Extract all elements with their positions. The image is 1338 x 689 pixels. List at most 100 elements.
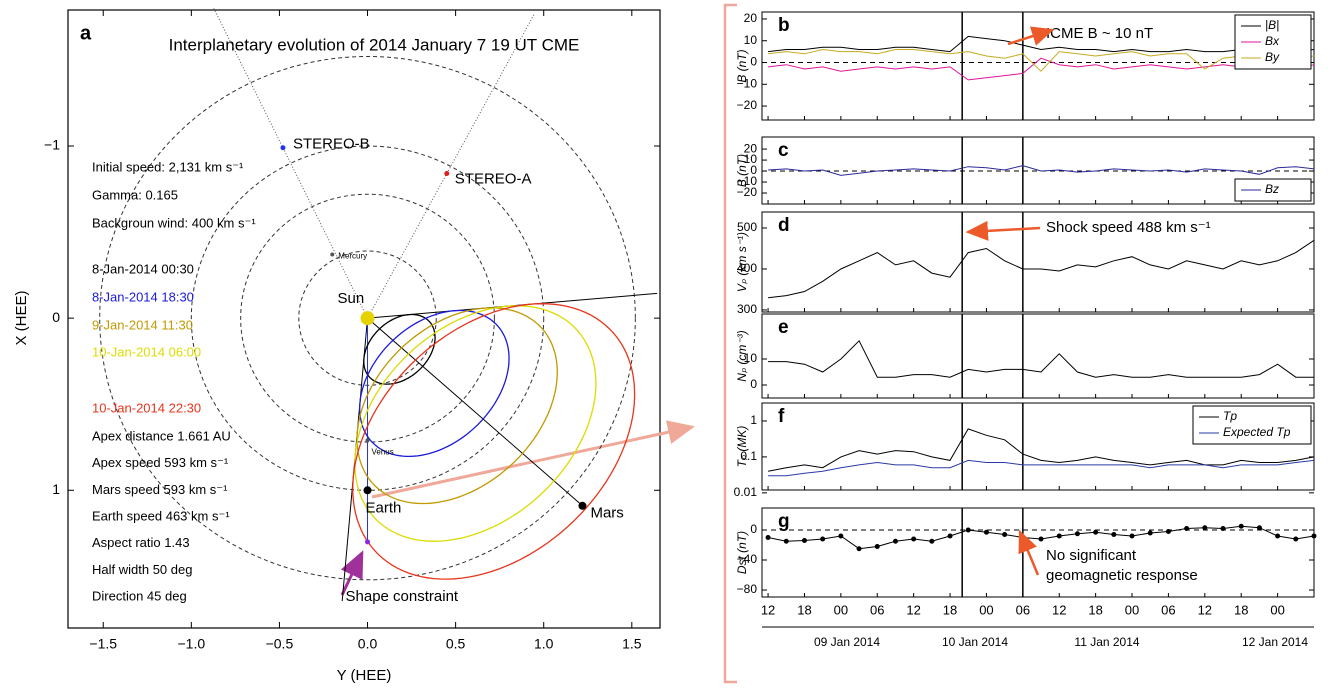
y-axis-label: Dst (nT)	[735, 531, 749, 574]
series-line	[768, 428, 1315, 472]
annotation-text: ICME B ~ 10 nT	[1046, 25, 1153, 42]
y-tick-label: 300	[737, 302, 757, 316]
panel-letter: c	[778, 140, 789, 161]
x-tick-label: 18	[943, 602, 957, 617]
chart-title: Interplanetary evolution of 2014 January…	[169, 35, 580, 54]
y-axis-label: Tₚ (MK)	[735, 426, 749, 468]
body-marker	[365, 539, 371, 545]
y-axis-label: Nₚ (cm⁻³)	[735, 330, 749, 381]
y-tick-label: 1	[52, 481, 60, 497]
panel-frame	[761, 211, 1315, 313]
series-marker	[1074, 531, 1080, 537]
panel-frame	[761, 507, 1315, 598]
series-marker	[874, 543, 880, 549]
legend-label: Bz	[1265, 182, 1279, 196]
series-marker	[929, 538, 935, 544]
x-tick-label: 00	[1270, 602, 1284, 617]
y-axis-label: B (nT)	[735, 154, 749, 187]
y-tick-label: 500	[737, 220, 757, 234]
orbit-circle	[99, 55, 636, 581]
y-tick-label: 20	[744, 11, 758, 25]
panel-frame	[761, 136, 1315, 205]
series-marker	[1238, 523, 1244, 529]
body-label: STEREO-B	[293, 136, 370, 153]
y-tick-label: −10	[737, 76, 758, 90]
series-marker	[1056, 533, 1062, 539]
y-tick-label: 0	[750, 163, 757, 177]
front-time-label: 8-Jan-2014 18:30	[92, 289, 194, 304]
result-text: Apex speed 593 km s⁻¹	[92, 455, 229, 470]
x-tick-label: 0.5	[446, 636, 466, 652]
body-label: Mars	[590, 505, 623, 522]
legend-label: |B|	[1265, 18, 1279, 32]
series-line	[768, 339, 1314, 378]
series-marker	[947, 533, 953, 539]
y-tick-label: −10	[737, 174, 758, 188]
y-axis-label: Vₚ (km s⁻¹)	[735, 232, 749, 292]
series-line	[768, 239, 1315, 299]
y-tick-label: 1	[750, 413, 757, 427]
y-tick-label: 20	[744, 141, 758, 155]
series-marker	[838, 533, 844, 539]
y-tick-label: 10	[744, 33, 758, 47]
series-line	[768, 165, 1315, 176]
series-marker	[1093, 529, 1099, 535]
x-tick-label: 00	[834, 602, 848, 617]
date-label: 09 Jan 2014	[814, 635, 880, 649]
constraint-arrow	[340, 550, 364, 596]
series-marker	[1184, 525, 1190, 531]
annotation-arrow	[1007, 26, 1055, 46]
annotation-text: Shock speed 488 km s⁻¹	[1046, 219, 1211, 236]
annotation-text: No significant	[1046, 547, 1137, 564]
series-marker	[1147, 530, 1153, 536]
body-marker	[578, 501, 587, 510]
y-tick-label: 400	[737, 261, 757, 275]
spacecraft-line	[367, 14, 535, 319]
parameter-text: Backgroun wind: 400 km s⁻¹	[92, 215, 256, 230]
legend-box	[1234, 178, 1312, 202]
series-marker	[1220, 525, 1226, 531]
series-marker	[1165, 528, 1171, 534]
y-tick-label: −20	[737, 185, 758, 199]
result-text: Half width 50 deg	[92, 562, 192, 577]
series-marker	[1256, 525, 1262, 531]
body-label: STEREO-A	[455, 171, 532, 188]
y-axis-label: B (nT)	[735, 49, 749, 82]
series-marker	[801, 537, 807, 543]
legend-label: By	[1265, 50, 1280, 64]
series-line	[768, 57, 1315, 81]
y-tick-label: −1	[44, 137, 60, 153]
series-marker	[1202, 525, 1208, 531]
x-tick-label: 18	[1234, 602, 1248, 617]
panel-frame	[761, 11, 1315, 121]
body-label: Earth	[366, 499, 402, 516]
front-time-label: 9-Jan-2014 11:30	[92, 317, 193, 332]
panel-letter: b	[778, 15, 790, 36]
cme-front	[363, 313, 436, 385]
x-tick-label: 18	[1088, 602, 1102, 617]
series-marker	[1129, 533, 1135, 539]
y-tick-label: 0	[52, 309, 60, 325]
body-marker	[360, 311, 375, 326]
annotation-text: geomagnetic response	[1046, 567, 1198, 584]
series-marker	[983, 529, 989, 535]
x-tick-label: 18	[797, 602, 811, 617]
y-tick-label: −20	[737, 98, 758, 112]
series-marker	[1293, 536, 1299, 542]
panel-bracket	[723, 3, 737, 684]
x-tick-label: 1.0	[534, 636, 554, 652]
result-text: Apex distance 1.661 AU	[92, 428, 231, 443]
body-label: Mercury	[338, 252, 367, 261]
x-tick-label: 06	[1016, 602, 1030, 617]
result-text: Direction 45 deg	[92, 589, 187, 604]
spacecraft-line	[213, 8, 368, 319]
x-tick-label: 12	[1052, 602, 1066, 617]
result-text: Earth speed 463 km s⁻¹	[92, 509, 230, 524]
x-tick-label: 0.0	[358, 636, 378, 652]
y-tick-label: 10	[744, 152, 758, 166]
series-marker	[765, 534, 771, 540]
cme-front	[354, 305, 597, 542]
y-tick-label: 0	[750, 377, 757, 391]
x-tick-label: 1.5	[622, 636, 642, 652]
panel-frame	[761, 402, 1315, 491]
